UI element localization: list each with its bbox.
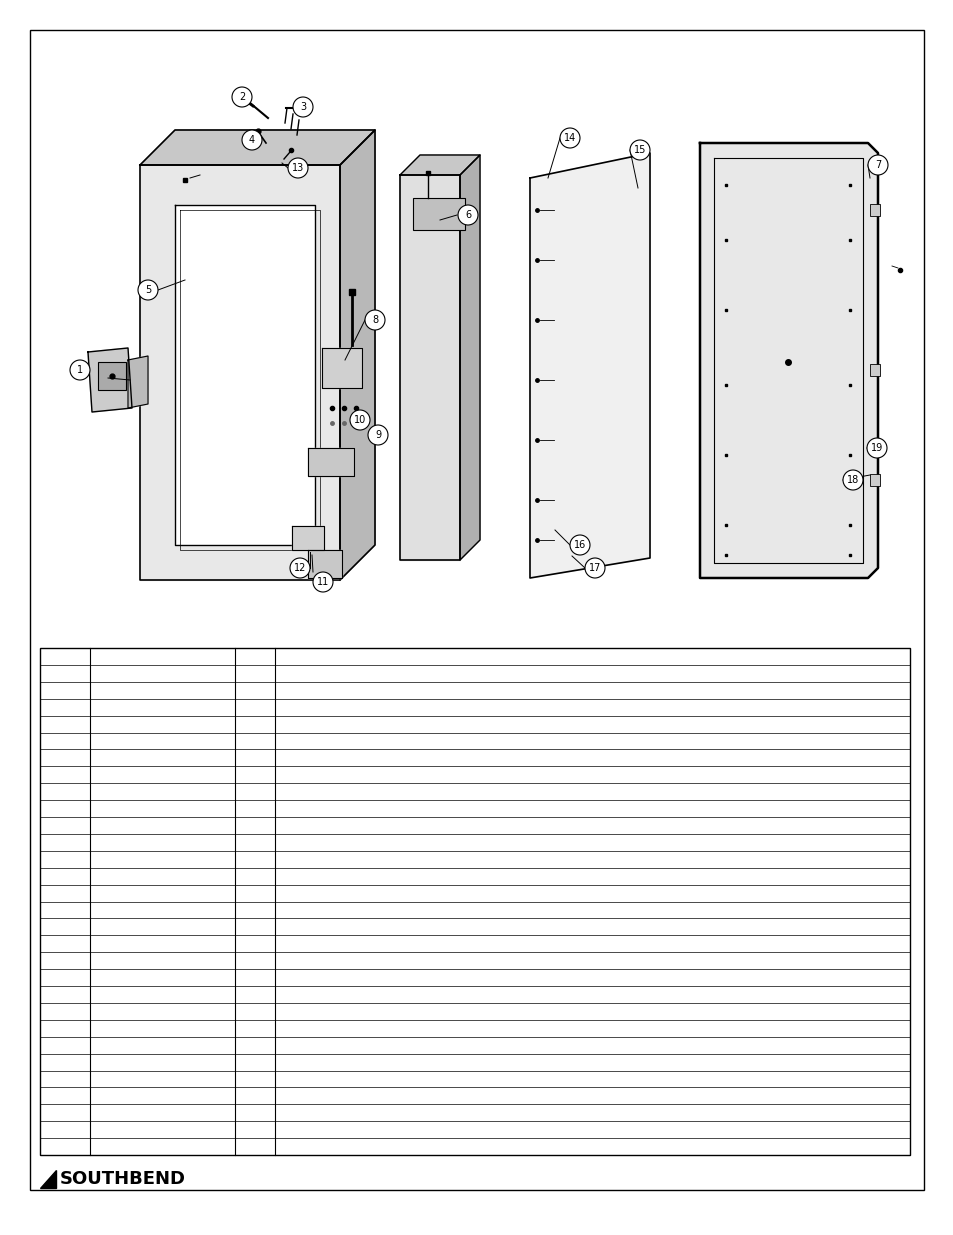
Circle shape [293,98,313,117]
Text: 19: 19 [870,443,882,453]
Circle shape [584,558,604,578]
Polygon shape [459,156,479,559]
Text: 1: 1 [77,366,83,375]
Text: 10: 10 [354,415,366,425]
Circle shape [457,205,477,225]
Circle shape [629,140,649,161]
Polygon shape [140,165,339,580]
Bar [869,474,879,487]
Circle shape [842,471,862,490]
Text: 7: 7 [874,161,881,170]
Circle shape [232,86,252,107]
Polygon shape [339,130,375,580]
Bar [98,362,126,390]
Circle shape [350,410,370,430]
Circle shape [313,572,333,592]
Polygon shape [88,348,132,412]
Circle shape [867,156,887,175]
Polygon shape [322,348,361,388]
Polygon shape [308,448,354,475]
Polygon shape [174,205,314,545]
Polygon shape [128,356,148,408]
Text: 2: 2 [238,91,245,103]
Text: 12: 12 [294,563,306,573]
Polygon shape [530,153,649,578]
Circle shape [368,425,388,445]
Polygon shape [308,550,341,578]
Polygon shape [140,130,375,165]
Circle shape [365,310,385,330]
Bar [869,204,879,216]
Polygon shape [700,143,877,578]
Text: 9: 9 [375,430,380,440]
Text: 11: 11 [316,577,329,587]
Polygon shape [40,1170,56,1188]
Text: 4: 4 [249,135,254,144]
Text: 14: 14 [563,133,576,143]
Text: SOUTHBEND: SOUTHBEND [60,1170,186,1188]
Text: 18: 18 [846,475,859,485]
Text: 15: 15 [633,144,645,156]
Polygon shape [399,156,479,175]
Polygon shape [399,175,459,559]
Circle shape [866,438,886,458]
Circle shape [138,280,158,300]
Circle shape [559,128,579,148]
Bar [413,198,464,230]
Text: 5: 5 [145,285,151,295]
Circle shape [70,359,90,380]
Text: 17: 17 [588,563,600,573]
Polygon shape [292,526,324,550]
Circle shape [290,558,310,578]
Text: 16: 16 [574,540,585,550]
Text: 6: 6 [464,210,471,220]
Text: 3: 3 [299,103,306,112]
Circle shape [569,535,589,555]
Bar [869,364,879,375]
Circle shape [288,158,308,178]
Text: 8: 8 [372,315,377,325]
Circle shape [242,130,262,149]
Text: 13: 13 [292,163,304,173]
Bar [40,648,909,1155]
